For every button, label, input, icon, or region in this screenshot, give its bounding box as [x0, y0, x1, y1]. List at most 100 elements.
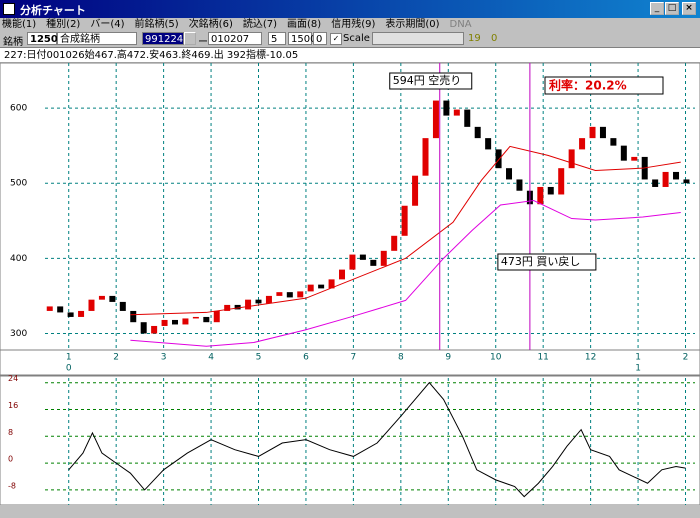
candle — [412, 175, 419, 206]
candle — [245, 299, 252, 310]
menu-item[interactable]: 前銘柄(5) — [134, 19, 179, 30]
oscillator-panel — [0, 375, 700, 505]
annotation-label: 594円 空売り — [393, 73, 462, 87]
candle — [98, 295, 105, 300]
x-tick-label: 11 — [537, 353, 548, 363]
close-button[interactable]: × — [682, 2, 696, 15]
x-tick-label: 4 — [208, 353, 214, 363]
candle — [297, 291, 304, 298]
rate-box — [544, 76, 664, 95]
from-field[interactable]: 991224 — [142, 32, 184, 45]
code-field[interactable]: 1250 — [27, 32, 58, 45]
year-label: 0 — [66, 364, 72, 374]
menu-item[interactable]: 次銘柄(6) — [188, 19, 233, 30]
candle — [370, 259, 377, 266]
annotation-box — [389, 72, 473, 90]
candle — [67, 312, 74, 317]
menu-item[interactable]: DNA — [449, 19, 472, 30]
candle — [579, 138, 586, 150]
menu-item[interactable]: 表示期間(0) — [385, 19, 440, 30]
candle — [631, 156, 638, 161]
field-1[interactable]: 5 — [268, 32, 286, 45]
menu-item[interactable]: 画面(8) — [287, 19, 322, 30]
candle — [599, 126, 606, 139]
x-tick-label: 8 — [398, 353, 404, 363]
menu-item[interactable]: 読込(7) — [242, 19, 278, 30]
annotation-label: 473円 買い戻し — [501, 255, 581, 268]
candle — [422, 138, 429, 176]
code-label: 銘柄 — [3, 37, 23, 48]
candle — [203, 316, 210, 323]
field-2[interactable]: 1500 — [288, 32, 316, 45]
candle — [318, 284, 325, 289]
candle — [506, 168, 513, 180]
candle — [547, 186, 554, 195]
x-tick-label: 1 — [635, 353, 641, 363]
candle — [192, 316, 199, 319]
moving-average — [130, 199, 681, 347]
candle — [276, 292, 283, 296]
y-tick-label: 300 — [10, 329, 27, 339]
maximize-button[interactable]: □ — [665, 2, 679, 15]
count: 19 — [468, 33, 481, 44]
candle — [464, 109, 471, 127]
x-tick-label: 2 — [113, 353, 119, 363]
app-icon — [3, 3, 15, 15]
oscillator-line — [68, 381, 686, 498]
minimize-button[interactable]: _ — [650, 2, 664, 15]
candle — [652, 179, 659, 187]
y-tick-label: 16 — [8, 401, 18, 410]
candle — [161, 319, 168, 326]
window-title: 分析チャート — [20, 4, 86, 17]
candle — [182, 318, 189, 325]
title-bar: 分析チャート _ □ × — [0, 0, 700, 18]
candle — [673, 171, 680, 180]
toolbar: 銘柄 1250 合成銘柄 991224 ー 010207 5 1500 0 ✓ … — [0, 31, 700, 48]
candle — [610, 138, 617, 146]
candle — [140, 322, 147, 334]
candle — [432, 100, 439, 139]
candle — [516, 179, 523, 191]
to-field[interactable]: 010207 — [208, 32, 262, 45]
candle — [589, 126, 596, 139]
candle — [307, 284, 314, 292]
candle — [88, 299, 95, 311]
candle — [443, 100, 450, 116]
count-2: 0 — [491, 33, 498, 44]
menu-item[interactable]: 機能(1) — [2, 19, 37, 30]
x-tick-label: 2 — [683, 353, 689, 363]
candle — [234, 304, 241, 310]
y-tick-label: 600 — [10, 104, 27, 114]
menu-item[interactable]: 信用残(9) — [331, 19, 376, 30]
scrollbar[interactable] — [372, 32, 464, 45]
candle — [172, 319, 178, 325]
candle — [339, 269, 346, 280]
candle — [453, 109, 460, 116]
main-panel — [0, 62, 700, 351]
candle — [380, 250, 387, 266]
y-tick-label: 8 — [8, 428, 13, 437]
candle — [537, 186, 544, 205]
x-tick-label: 12 — [585, 353, 596, 363]
dash: ー — [198, 37, 208, 48]
candle — [46, 306, 53, 311]
field-3[interactable]: 0 — [313, 32, 327, 45]
candle — [474, 126, 481, 139]
annotation-box — [497, 253, 597, 271]
menu-item[interactable]: 種別(2) — [46, 19, 81, 30]
year-label: 1 — [635, 364, 641, 374]
candle — [558, 168, 565, 195]
candle — [213, 310, 220, 323]
candle — [683, 179, 690, 184]
candle — [391, 235, 398, 251]
candle — [119, 301, 126, 311]
moving-average — [130, 145, 681, 316]
candle — [130, 310, 137, 323]
menu-item[interactable]: バー(4) — [90, 19, 125, 30]
y-tick-label: 0 — [8, 455, 13, 464]
spinner[interactable] — [184, 32, 196, 45]
name-field[interactable]: 合成銘柄 — [57, 32, 137, 45]
scale-checkbox[interactable]: ✓ — [330, 33, 342, 45]
